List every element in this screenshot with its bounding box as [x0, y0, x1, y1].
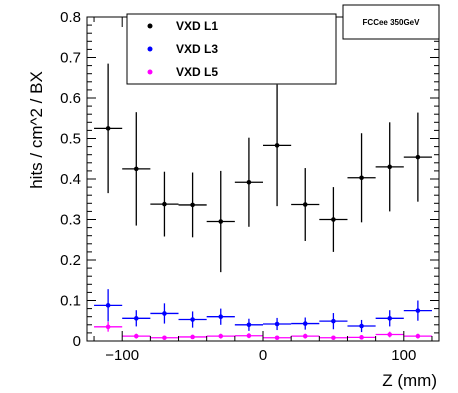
legend-entry-label: VXD L5: [176, 65, 218, 79]
y-tick-label: 0.2: [60, 252, 81, 269]
series-vxd-l1: [94, 63, 432, 273]
series-vxd-l3: [94, 289, 432, 333]
data-point: [387, 164, 393, 170]
data-point: [415, 154, 421, 160]
data-point: [190, 202, 195, 208]
data-point: [302, 321, 308, 326]
data-point: [359, 323, 364, 329]
data-point: [331, 217, 336, 222]
data-point: [331, 318, 336, 324]
data-point: [415, 333, 421, 339]
tag-label: FCCee 350GeV: [363, 18, 421, 27]
legend-entry-label: VXD L1: [176, 19, 218, 33]
data-point: [162, 311, 167, 316]
data-point: [274, 321, 280, 327]
data-point: [331, 335, 336, 341]
x-tick-label: 100: [391, 347, 416, 364]
data-point: [302, 333, 308, 339]
y-axis-title: hits / cm^2 / BX: [27, 71, 46, 189]
y-tick-label: 0.6: [60, 90, 81, 107]
data-point: [162, 335, 167, 341]
y-tick-label: 0.4: [60, 171, 81, 188]
data-point: [133, 166, 139, 172]
data-point: [359, 335, 364, 340]
x-axis-title: Z (mm): [382, 371, 437, 390]
data-point: [105, 126, 111, 131]
data-point: [246, 179, 252, 185]
data-point: [415, 308, 421, 313]
series-vxd-l5: [94, 321, 432, 341]
y-tick-label: 0.5: [60, 131, 81, 148]
legend-marker: [147, 69, 153, 75]
data-point: [274, 335, 280, 341]
data-point: [105, 303, 111, 308]
legend-entry-label: VXD L3: [176, 42, 218, 56]
legend: VXD L1 VXD L3 VXD L5: [126, 13, 337, 85]
data-point: [162, 201, 167, 207]
data-point: [246, 322, 252, 328]
y-tick-label: 0.1: [60, 293, 81, 310]
x-tick-label: 0: [259, 347, 267, 364]
data-point: [387, 316, 393, 321]
data-point: [387, 332, 393, 337]
y-tick-label: 0.3: [60, 212, 81, 229]
legend-marker: [147, 23, 153, 29]
data-point: [105, 324, 111, 330]
data-layer: [94, 63, 432, 341]
y-tick-label: 0.8: [60, 9, 81, 26]
data-point: [359, 175, 364, 181]
legend-marker: [147, 46, 153, 52]
y-tick-label: 0.7: [60, 50, 81, 67]
data-point: [190, 317, 195, 322]
data-point: [218, 333, 224, 339]
tag-box: FCCee 350GeV: [342, 4, 440, 40]
data-point: [246, 333, 252, 339]
x-tick-label: −100: [105, 347, 139, 364]
data-point: [218, 314, 224, 320]
legend-entries: VXD L1 VXD L3 VXD L5: [147, 19, 218, 79]
data-point: [302, 202, 308, 207]
data-point: [133, 333, 139, 339]
y-tick-label: 0: [73, 333, 81, 350]
data-point: [190, 334, 195, 340]
legend-box: [126, 13, 337, 85]
data-point: [218, 219, 224, 224]
data-point: [274, 143, 280, 148]
data-point: [133, 316, 139, 321]
tag-border: [342, 4, 440, 40]
